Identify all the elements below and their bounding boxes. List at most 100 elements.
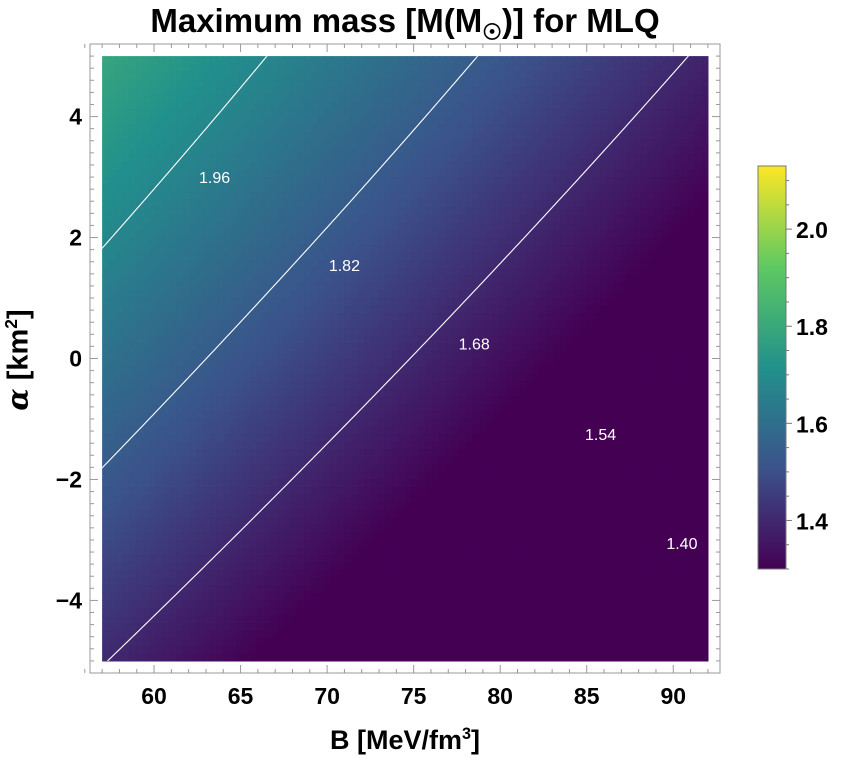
heatmap-cell <box>438 229 446 239</box>
heatmap-cell <box>600 154 608 163</box>
heatmap-cell <box>606 146 615 155</box>
heatmap-cell <box>687 388 696 397</box>
heatmap-cell <box>182 456 191 465</box>
heatmap-cell <box>310 313 319 322</box>
heatmap-cell <box>290 358 298 367</box>
heatmap-cell <box>701 313 709 322</box>
heatmap-cell <box>169 222 177 231</box>
heatmap-cell <box>384 71 393 80</box>
heatmap-cell <box>176 184 184 193</box>
heatmap-cell <box>176 434 184 443</box>
heatmap-cell <box>263 237 271 246</box>
heatmap-cell <box>431 411 440 420</box>
heatmap-cell <box>223 86 231 95</box>
heatmap-cell <box>452 464 460 473</box>
heatmap-cell <box>465 116 473 125</box>
heatmap-cell <box>108 471 117 481</box>
heatmap-cell <box>324 426 332 435</box>
heatmap-cell <box>647 267 655 276</box>
heatmap-cell <box>680 418 689 428</box>
heatmap-cell <box>640 207 648 216</box>
heatmap-cell <box>182 207 191 216</box>
heatmap-cell <box>687 366 696 375</box>
heatmap-cell <box>593 101 601 110</box>
heatmap-cell <box>364 207 372 216</box>
heatmap-cell <box>633 139 642 148</box>
heatmap-cell <box>102 298 110 307</box>
heatmap-cell <box>600 396 608 405</box>
heatmap-cell <box>580 56 588 65</box>
heatmap-cell <box>566 464 574 473</box>
heatmap-cell <box>162 184 171 193</box>
heatmap-cell <box>324 275 332 284</box>
heatmap-cell <box>586 343 595 352</box>
heatmap-cell <box>606 214 615 224</box>
heatmap-cell <box>223 335 231 344</box>
heatmap-cell <box>674 335 682 344</box>
heatmap-cell <box>492 245 500 254</box>
heatmap-cell <box>256 320 265 329</box>
heatmap-cell <box>277 237 285 246</box>
heatmap-cell <box>580 245 588 254</box>
heatmap-cell <box>633 298 642 307</box>
heatmap-cell <box>324 411 332 420</box>
heatmap-cell <box>654 320 662 329</box>
heatmap-cell <box>606 101 615 110</box>
heatmap-cell <box>526 373 534 382</box>
heatmap-cell <box>687 56 696 65</box>
heatmap-cell <box>485 169 494 178</box>
heatmap-cell <box>445 343 453 352</box>
heatmap-cell <box>647 282 655 292</box>
heatmap-cell <box>223 124 231 133</box>
heatmap-cell <box>647 131 655 140</box>
heatmap-cell <box>189 441 197 450</box>
heatmap-cell <box>452 290 460 299</box>
heatmap-cell <box>701 56 709 65</box>
heatmap-cell <box>546 116 554 125</box>
heatmap-cell <box>236 214 245 224</box>
heatmap-cell <box>627 403 635 413</box>
heatmap-cell <box>573 464 581 473</box>
heatmap-cell <box>236 139 245 148</box>
heatmap-cell <box>479 456 487 465</box>
heatmap-cell <box>425 434 433 443</box>
heatmap-cell <box>243 245 251 254</box>
heatmap-cell <box>310 350 319 360</box>
heatmap-cell <box>465 169 473 178</box>
heatmap-cell <box>660 275 669 284</box>
heatmap-cell <box>633 464 642 473</box>
heatmap-cell <box>162 350 171 360</box>
heatmap-cell <box>223 192 231 201</box>
heatmap-cell <box>559 214 568 224</box>
heatmap-cell <box>667 381 675 390</box>
heatmap-cell <box>492 396 500 405</box>
heatmap-cell <box>546 71 554 80</box>
heatmap-cell <box>182 56 191 65</box>
heatmap-cell <box>337 56 346 65</box>
heatmap-cell <box>304 260 312 269</box>
heatmap-cell <box>243 449 251 458</box>
heatmap-cell <box>660 56 669 65</box>
heatmap-cell <box>445 411 453 420</box>
heatmap-cell <box>539 464 547 473</box>
heatmap-cell <box>694 184 702 193</box>
heatmap-cell <box>364 335 372 344</box>
heatmap-cell <box>378 418 386 428</box>
heatmap-cell <box>701 214 709 224</box>
heatmap-cell <box>135 366 144 375</box>
heatmap-cell <box>620 267 628 276</box>
heatmap-cell <box>667 418 675 428</box>
heatmap-cell <box>115 403 123 413</box>
heatmap-cell <box>465 131 473 140</box>
heatmap-cell <box>297 456 305 465</box>
heatmap-cell <box>633 63 642 72</box>
heatmap-cell <box>694 441 702 450</box>
heatmap-cell <box>391 116 399 125</box>
heatmap-cell <box>627 109 635 118</box>
heatmap-cell <box>283 426 292 435</box>
heatmap-cell <box>674 298 682 307</box>
heatmap-cell <box>283 169 292 178</box>
heatmap-cell <box>573 161 581 171</box>
heatmap-cell <box>613 275 621 284</box>
heatmap-cell <box>371 161 379 171</box>
